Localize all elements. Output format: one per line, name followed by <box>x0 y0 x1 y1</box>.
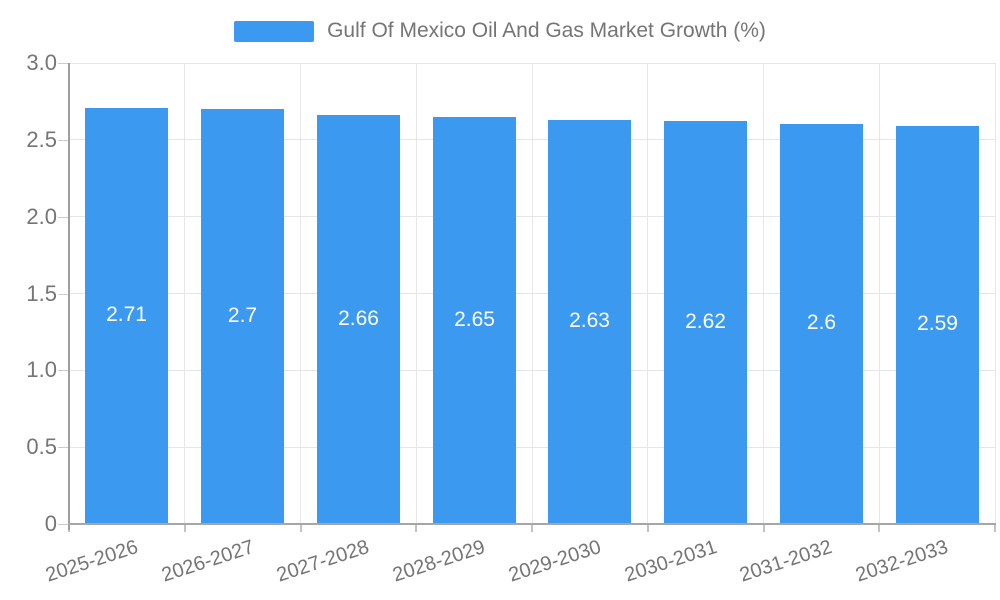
gridline-vertical <box>300 63 301 524</box>
bar-2031-2032[interactable]: 2.6 <box>780 124 863 524</box>
x-axis-tick <box>646 525 649 532</box>
bar-value-label: 2.71 <box>106 303 147 326</box>
chart-legend: Gulf Of Mexico Oil And Gas Market Growth… <box>0 17 1000 45</box>
x-axis-tick <box>531 525 533 532</box>
plot-area: 2.71 2.7 2.66 2.65 2.63 2.62 2.6 2.59 <box>69 62 996 524</box>
bar-2025-2026[interactable]: 2.71 <box>85 108 168 524</box>
x-axis-label: 2031-2032 <box>737 536 836 587</box>
gridline-vertical <box>531 63 533 524</box>
x-axis-tick <box>762 525 765 532</box>
x-axis-label: 2028-2029 <box>390 536 488 587</box>
y-axis-label: 3.0 <box>26 50 57 75</box>
y-axis-line <box>68 63 70 530</box>
gridline-vertical <box>878 63 880 524</box>
x-axis-tick <box>415 525 418 532</box>
gridline-vertical <box>184 63 186 524</box>
legend-label: Gulf Of Mexico Oil And Gas Market Growth… <box>327 19 766 42</box>
bar-2028-2029[interactable]: 2.65 <box>433 117 516 524</box>
y-axis-tick <box>58 370 69 372</box>
bar-value-label: 2.66 <box>338 307 379 330</box>
y-axis-label: 0 <box>44 511 57 536</box>
x-axis-tick <box>183 525 186 532</box>
x-axis-tick <box>994 525 996 532</box>
y-axis-label: 1.0 <box>26 357 57 383</box>
y-axis-label: 2.0 <box>26 203 57 229</box>
x-axis-label: 2032-2033 <box>853 536 951 587</box>
bar-2030-2031[interactable]: 2.62 <box>664 121 747 524</box>
y-axis-tick <box>58 63 69 64</box>
gridline-vertical <box>415 63 417 524</box>
x-axis-label: 2030-2031 <box>621 536 720 587</box>
bar-value-label: 2.63 <box>569 309 610 332</box>
y-axis-tick <box>58 216 69 218</box>
bar-2032-2033[interactable]: 2.59 <box>896 126 979 524</box>
gridline-vertical <box>763 63 764 524</box>
gridline-vertical <box>994 63 996 524</box>
x-axis-label: 2029-2030 <box>505 536 604 587</box>
y-axis-label: 2.5 <box>26 126 57 152</box>
x-axis-tick <box>299 525 302 532</box>
x-axis-label: 2026-2027 <box>158 536 257 587</box>
bar-2026-2027[interactable]: 2.7 <box>201 109 284 524</box>
bar-value-label: 2.65 <box>454 308 495 331</box>
legend-swatch <box>234 20 315 42</box>
x-axis-tick <box>878 525 881 532</box>
bar-2027-2028[interactable]: 2.66 <box>317 115 400 524</box>
bar-value-label: 2.59 <box>917 312 958 335</box>
y-axis-label: 1.5 <box>26 280 57 306</box>
bar-value-label: 2.6 <box>806 311 837 334</box>
y-axis-tick <box>58 139 69 141</box>
bar-value-label: 2.62 <box>685 310 726 333</box>
y-axis-label: 0.5 <box>26 434 57 460</box>
x-axis-line <box>68 523 996 525</box>
x-axis-label: 2027-2028 <box>274 536 373 587</box>
bar-value-label: 2.7 <box>227 304 258 327</box>
x-axis-label: 2025-2026 <box>42 536 141 587</box>
y-axis-tick <box>58 293 69 295</box>
y-axis-tick <box>58 524 69 525</box>
y-axis-tick <box>58 447 69 449</box>
bar-2029-2030[interactable]: 2.63 <box>548 120 631 524</box>
gridline-vertical <box>647 63 649 524</box>
